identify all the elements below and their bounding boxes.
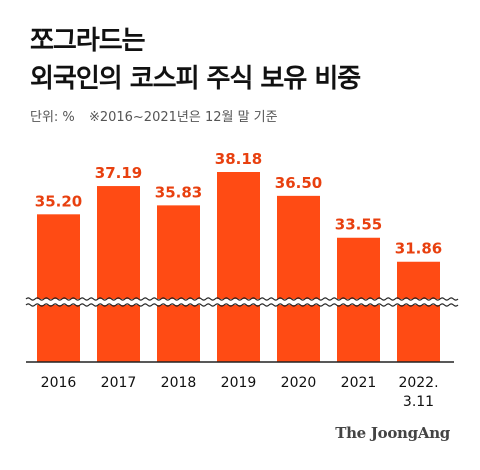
bar-6 bbox=[397, 261, 440, 362]
chart-title: 쪼그라드는 외국인의 코스피 주식 보유 비중 bbox=[30, 22, 361, 98]
title-line-1: 쪼그라드는 bbox=[30, 26, 146, 56]
value-label-3: 38.18 bbox=[215, 150, 262, 168]
axis-break-wave-bottom bbox=[25, 303, 459, 307]
bar-0 bbox=[37, 214, 80, 362]
category-label-4: 2020 bbox=[281, 375, 317, 391]
value-label-2: 35.83 bbox=[155, 183, 202, 201]
axis-break-band bbox=[26, 299, 454, 305]
bar-2 bbox=[157, 205, 200, 362]
title-line-2: 외국인의 코스피 주식 보유 비중 bbox=[30, 64, 361, 94]
bar-1 bbox=[97, 186, 140, 362]
category-label-5: 2021 bbox=[341, 375, 377, 391]
bar-4 bbox=[277, 195, 320, 362]
value-label-0: 35.20 bbox=[35, 192, 82, 210]
category-label-0: 2016 bbox=[41, 375, 77, 391]
brand-logo: The JoongAng bbox=[335, 424, 450, 442]
bar-3 bbox=[217, 172, 260, 362]
unit-label: 단위: % bbox=[30, 110, 75, 125]
value-label-6: 31.86 bbox=[395, 240, 442, 258]
category-label-3: 2019 bbox=[221, 375, 257, 391]
chart-note: 단위: % ※2016~2021년은 12월 말 기준 bbox=[30, 106, 278, 125]
value-label-5: 33.55 bbox=[335, 216, 382, 234]
category-label-2: 2018 bbox=[161, 375, 197, 391]
axis-break-wave-top bbox=[25, 297, 459, 301]
category-label-1: 2017 bbox=[101, 375, 137, 391]
basis-remark: ※2016~2021년은 12월 말 기준 bbox=[88, 110, 278, 125]
value-label-4: 36.50 bbox=[275, 174, 322, 192]
category-label-6-line-1: 3.11 bbox=[403, 394, 434, 410]
category-label-6: 2022. bbox=[398, 375, 438, 391]
value-label-1: 37.19 bbox=[95, 164, 142, 182]
